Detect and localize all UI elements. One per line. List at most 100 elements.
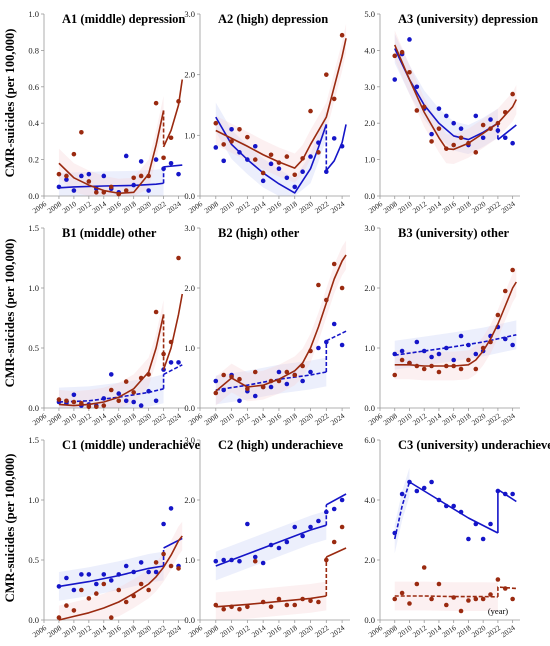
blue-data-point [268,161,274,167]
red-data-point [510,91,515,97]
x-tick-label: 2020 [297,411,315,427]
blue-data-point [146,188,151,193]
panel-title: A1 (middle) depression [62,12,185,26]
blue-data-point [331,506,337,512]
blue-data-point [213,558,219,564]
red-data-point [252,558,258,564]
blue-data-point [429,354,434,360]
panel-C3: 0.02.04.06.02006200820102012201420162018… [364,435,550,639]
x-tick-label: 2024 [329,623,347,639]
red-data-point [138,581,144,587]
blue-data-point [108,578,114,583]
blue-data-point [429,479,434,485]
blue-data-point [176,171,181,177]
x-tick-label: 2006 [187,199,205,215]
panel-title: C3 (university) underachieve [398,438,550,452]
red-trend-line [58,314,165,407]
red-data-point [392,372,398,378]
x-tick-label: 2018 [281,199,299,215]
blue-data-point [276,545,282,551]
x-tick-label: 2024 [499,623,517,639]
axis-annotation: (year) [488,606,508,616]
red-data-point [316,150,321,155]
panel-title: B3 (university) other [398,226,510,240]
blue-trend-line [393,481,411,540]
blue-data-point [161,521,166,527]
red-data-point [108,387,114,393]
red-data-point [429,596,434,602]
y-tick-label: 0.6 [28,82,39,92]
y-tick-label: 0.4 [28,118,39,128]
panel-A3: 0.01.02.03.04.05.02006200820102012201420… [364,9,538,215]
red-data-point [123,599,129,605]
red-data-point [510,596,515,602]
blue-data-point [451,120,456,126]
y-tick-label: 2.0 [184,495,195,505]
y-tick-label: 1.0 [364,155,375,165]
x-tick-label: 2020 [297,199,315,215]
y-tick-label: 1.0 [28,283,39,293]
blue-trend-line [58,182,164,189]
blue-trend-line [215,371,327,391]
x-tick-label: 2022 [313,623,331,639]
y-tick-label: 5.0 [364,9,375,19]
y-tick-label: 1.0 [364,343,375,353]
red-data-point [292,172,298,178]
y-tick-label: 0.0 [184,191,195,201]
red-data-point [339,285,345,291]
red-data-point [473,366,479,372]
red-data-point [480,122,486,128]
red-data-point [324,72,329,77]
x-tick-label: 2008 [202,623,220,639]
blue-data-point [138,403,144,408]
blue-trend-line [497,124,517,141]
blue-data-point [308,524,313,530]
red-data-point [407,601,412,606]
blue-data-point [146,569,151,575]
red-data-point [86,404,92,410]
red-data-point [292,602,298,608]
blue-data-point [221,158,226,164]
red-data-point [284,369,290,375]
red-data-point [260,170,266,176]
red-data-point [138,173,144,179]
red-trend-line [58,110,165,195]
blue-data-point [316,518,321,524]
y-tick-label: 0.0 [364,403,375,413]
confidence-band [58,521,183,620]
y-tick-label: 3.0 [184,223,195,233]
red-data-point [473,150,479,155]
red-data-point [414,581,420,587]
y-tick-label: 3.0 [184,9,195,19]
red-data-point [146,587,151,593]
panel-title: A2 (high) depression [218,12,328,26]
blue-trend-line [215,524,327,567]
panel-title: C2 (high) underachieve [218,438,343,452]
red-data-point [123,188,129,193]
blue-data-point [339,497,345,503]
panel-B3: 0.01.02.03.02006200820102012201420162018… [364,223,520,427]
blue-data-point [168,360,174,365]
red-data-point [399,49,405,55]
red-data-point [86,596,92,601]
panels: 0.00.20.40.60.81.02006200820102012201420… [28,9,550,639]
red-data-point [153,560,159,565]
x-tick-label: 2016 [266,623,284,639]
blue-trend-line [163,364,183,376]
blue-data-point [399,491,405,497]
blue-data-point [221,557,226,563]
x-tick-label: 2018 [281,623,299,639]
red-data-point [458,608,464,614]
row-c-ylabel: CMR-suicides (per 100,000) [3,454,17,603]
red-data-point [436,369,442,375]
red-data-point [284,602,290,608]
y-tick-label: 0.0 [28,403,39,413]
red-trend-line [215,254,347,392]
y-tick-label: 0.0 [28,615,39,625]
red-trend-line [215,38,347,169]
red-data-point [510,267,515,273]
blue-data-point [71,188,77,193]
red-data-point [221,142,226,147]
red-data-point [79,587,84,593]
